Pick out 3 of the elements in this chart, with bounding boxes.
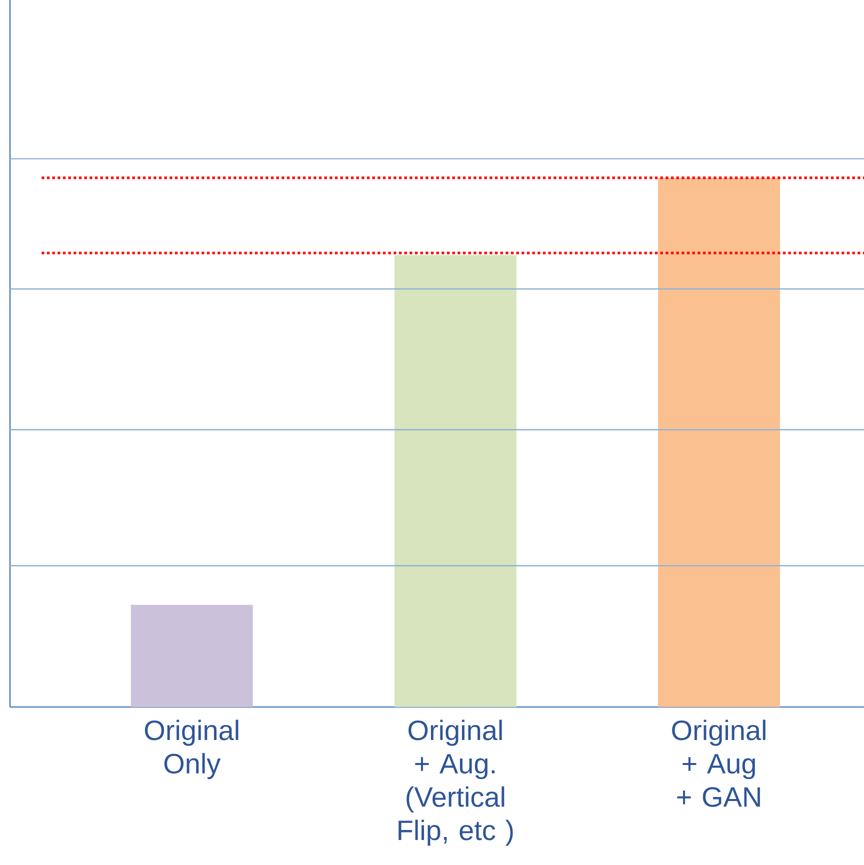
x-tick-label: Original + Aug + GAN: [672, 720, 766, 807]
x-tick-label: Original Only: [144, 720, 238, 780]
x-tick-label: Original + Aug. (Vertical Flip, etc ): [398, 720, 513, 846]
